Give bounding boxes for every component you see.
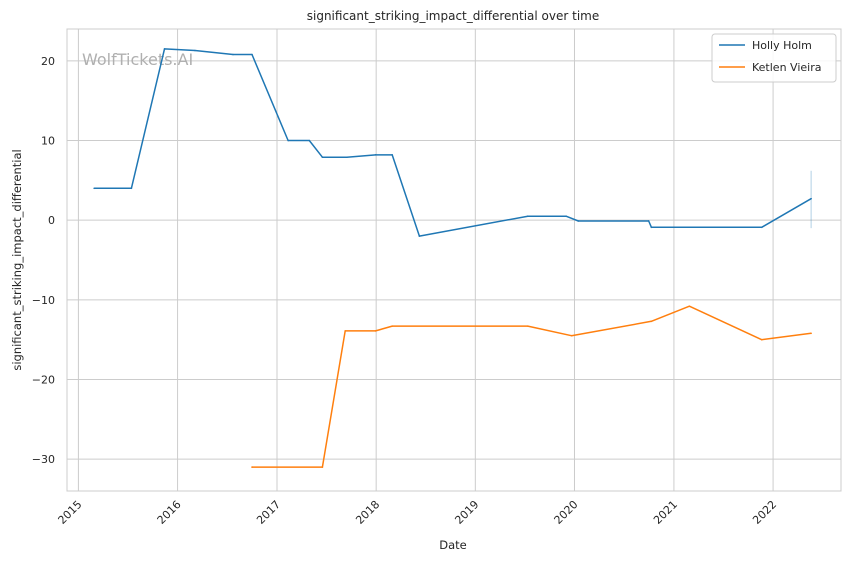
data-point-holly-holm xyxy=(308,139,311,142)
data-point-holly-holm xyxy=(374,154,377,156)
data-point-ketlen-vieira xyxy=(251,466,253,468)
data-point-holly-holm xyxy=(647,220,650,222)
y-tick-label: 10 xyxy=(41,135,55,148)
y-tick-label: 0 xyxy=(48,214,55,227)
data-point-ketlen-vieira xyxy=(526,325,529,327)
data-point-holly-holm xyxy=(321,156,324,159)
data-point-holly-holm xyxy=(577,220,580,222)
data-point-ketlen-vieira xyxy=(344,330,346,332)
data-point-holly-holm xyxy=(232,53,234,56)
data-point-ketlen-vieira xyxy=(810,332,812,335)
data-point-holly-holm xyxy=(391,154,393,156)
series-line-holly-holm xyxy=(94,48,812,237)
y-tick-label: −10 xyxy=(32,294,55,307)
data-point-holly-holm xyxy=(526,215,529,217)
data-point-ketlen-vieira xyxy=(688,305,691,308)
x-axis-label: Date xyxy=(439,538,467,552)
data-point-holly-holm xyxy=(418,235,421,237)
series-layer xyxy=(93,48,812,468)
data-point-holly-holm xyxy=(565,215,567,217)
data-point-holly-holm xyxy=(93,187,95,190)
data-point-holly-holm xyxy=(287,139,289,142)
data-point-ketlen-vieira xyxy=(760,338,763,341)
y-tick-label: −20 xyxy=(32,373,55,386)
data-point-ketlen-vieira xyxy=(321,466,324,468)
legend-label-ketlen-vieira: Ketlen Vieira xyxy=(752,61,821,74)
data-point-ketlen-vieira xyxy=(650,320,653,323)
legend: Holly Holm Ketlen Vieira xyxy=(711,33,837,83)
plot-frame xyxy=(66,28,842,492)
legend-box xyxy=(711,33,837,83)
y-tick-label: −30 xyxy=(32,453,55,466)
data-point-holly-holm xyxy=(650,226,653,229)
data-point-holly-holm xyxy=(251,53,253,56)
data-point-holly-holm xyxy=(163,48,166,50)
data-point-holly-holm xyxy=(346,156,348,159)
data-point-holly-holm xyxy=(194,49,196,52)
chart-title: significant_striking_impact_differential… xyxy=(307,9,599,23)
y-tick-label: 20 xyxy=(41,55,55,68)
data-point-ketlen-vieira xyxy=(570,334,573,337)
y-axis-label: significant_striking_impact_differential xyxy=(10,149,24,370)
data-point-ketlen-vieira xyxy=(374,330,377,332)
data-point-ketlen-vieira xyxy=(391,325,393,327)
legend-label-holly-holm: Holly Holm xyxy=(752,39,812,52)
data-point-holly-holm xyxy=(130,187,133,190)
data-point-holly-holm xyxy=(810,197,812,200)
data-point-holly-holm xyxy=(760,226,763,229)
grid xyxy=(67,29,841,491)
watermark: WolfTickets.AI xyxy=(82,50,193,69)
y-tick-labels: 20 10 0 −10 −20 −30 xyxy=(32,55,55,466)
